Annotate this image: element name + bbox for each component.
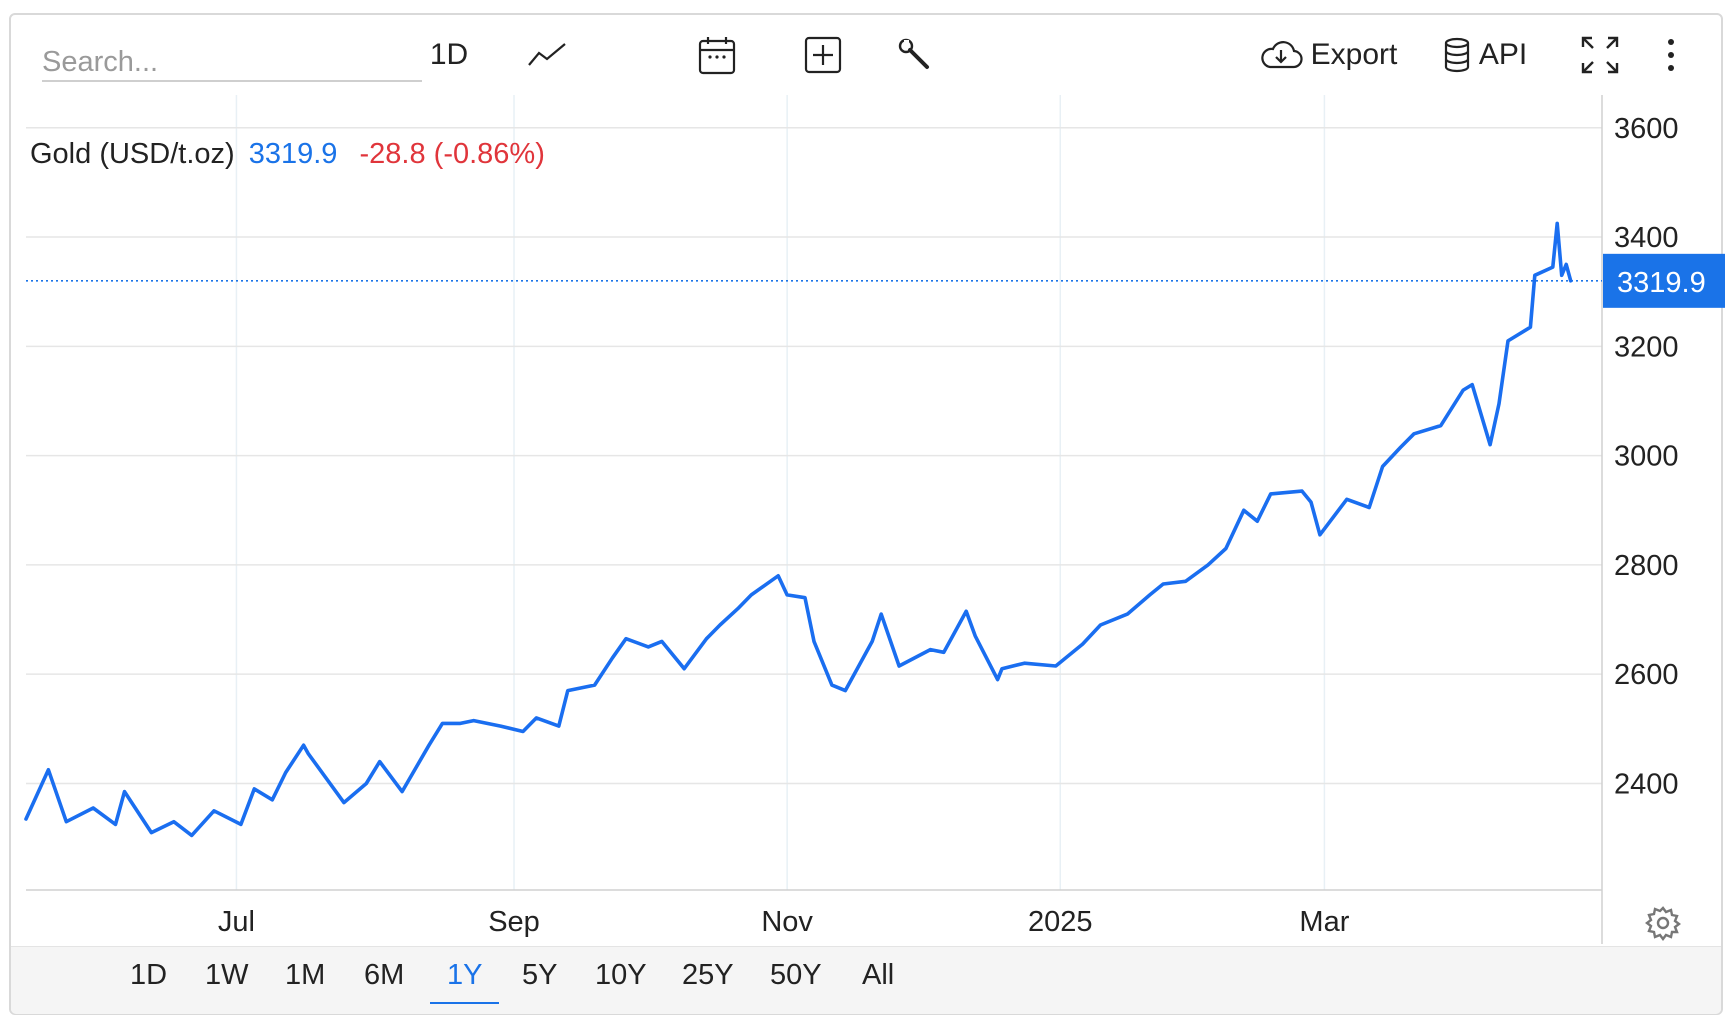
y-tick-label: 3000 <box>1614 441 1679 473</box>
period-1d[interactable]: 1D <box>130 959 168 991</box>
x-tick-label: Sep <box>488 906 540 938</box>
period-1w[interactable]: 1W <box>205 959 249 991</box>
export-button[interactable]: Export <box>1254 32 1402 78</box>
legend-change: -28.8 (-0.86%) <box>359 138 545 170</box>
horizontal-gridlines <box>26 127 1602 785</box>
more-button[interactable] <box>1656 32 1686 78</box>
interval-button[interactable]: 1D <box>424 32 474 78</box>
compare-button[interactable] <box>798 32 848 78</box>
gear-icon <box>1645 905 1681 941</box>
cloud-download-icon <box>1259 39 1303 71</box>
fullscreen-button[interactable] <box>1578 32 1622 78</box>
y-tick-label: 2400 <box>1614 768 1679 800</box>
calendar-icon <box>698 35 736 75</box>
y-tick-label: 3200 <box>1614 331 1679 363</box>
wrench-icon <box>897 37 933 73</box>
search-input[interactable] <box>42 44 422 82</box>
fullscreen-icon <box>1580 35 1620 75</box>
api-button[interactable]: API <box>1440 32 1530 78</box>
period-25y[interactable]: 25Y <box>682 959 734 991</box>
x-tick-label: 2025 <box>1028 906 1093 938</box>
period-1m[interactable]: 1M <box>285 959 326 991</box>
price-line <box>24 221 1573 838</box>
price-chart: Jul Sep Nov 2025 Mar 2400 2600 2800 3000 3200 340… <box>24 95 1725 944</box>
vertical-gridlines <box>235 95 1326 890</box>
period-50y[interactable]: 50Y <box>770 959 822 991</box>
y-tick-label: 2800 <box>1614 550 1679 582</box>
api-label: API <box>1478 38 1528 71</box>
y-tick-labels: 2400 2600 2800 3000 3200 3400 3600 <box>1614 113 1679 801</box>
legend-price: 3319.9 <box>248 138 338 170</box>
x-tick-label: Mar <box>1299 906 1349 938</box>
interval-label: 1D <box>429 38 469 71</box>
x-tick-label: Jul <box>218 906 255 938</box>
chart-type-button[interactable] <box>522 32 572 78</box>
period-5y[interactable]: 5Y <box>522 959 558 991</box>
last-price-badge-bg <box>1603 253 1725 308</box>
last-price-badge: 3319.9 <box>1603 253 1725 308</box>
y-tick-label: 2600 <box>1614 659 1679 691</box>
settings-button[interactable] <box>1642 900 1684 946</box>
line-chart-icon <box>527 41 567 69</box>
plus-square-icon <box>804 36 842 74</box>
period-6m[interactable]: 6M <box>364 959 405 991</box>
more-vertical-icon <box>1667 38 1675 72</box>
period-10y[interactable]: 10Y <box>595 959 647 991</box>
x-tick-label: Nov <box>761 906 813 938</box>
export-label: Export <box>1310 38 1398 71</box>
database-icon <box>1443 37 1471 73</box>
legend-name: Gold (USD/t.oz) <box>30 138 235 170</box>
chart-legend: Gold (USD/t.oz) 3319.9 -28.8 (-0.86%) <box>30 138 545 171</box>
period-selector: 1D 1W 1M 6M 1Y 5Y 10Y 25Y 50Y All <box>11 946 1721 1014</box>
period-1y[interactable]: 1Y <box>430 959 500 1004</box>
x-tick-labels: Jul Sep Nov 2025 Mar <box>218 906 1350 938</box>
chart-widget <box>9 13 1723 1015</box>
calendar-button[interactable] <box>692 32 742 78</box>
tools-button[interactable] <box>890 32 940 78</box>
y-tick-label: 3600 <box>1614 113 1679 145</box>
last-price-badge-label: 3319.9 <box>1617 267 1706 299</box>
y-tick-label: 3400 <box>1614 222 1679 254</box>
period-all[interactable]: All <box>862 959 895 991</box>
